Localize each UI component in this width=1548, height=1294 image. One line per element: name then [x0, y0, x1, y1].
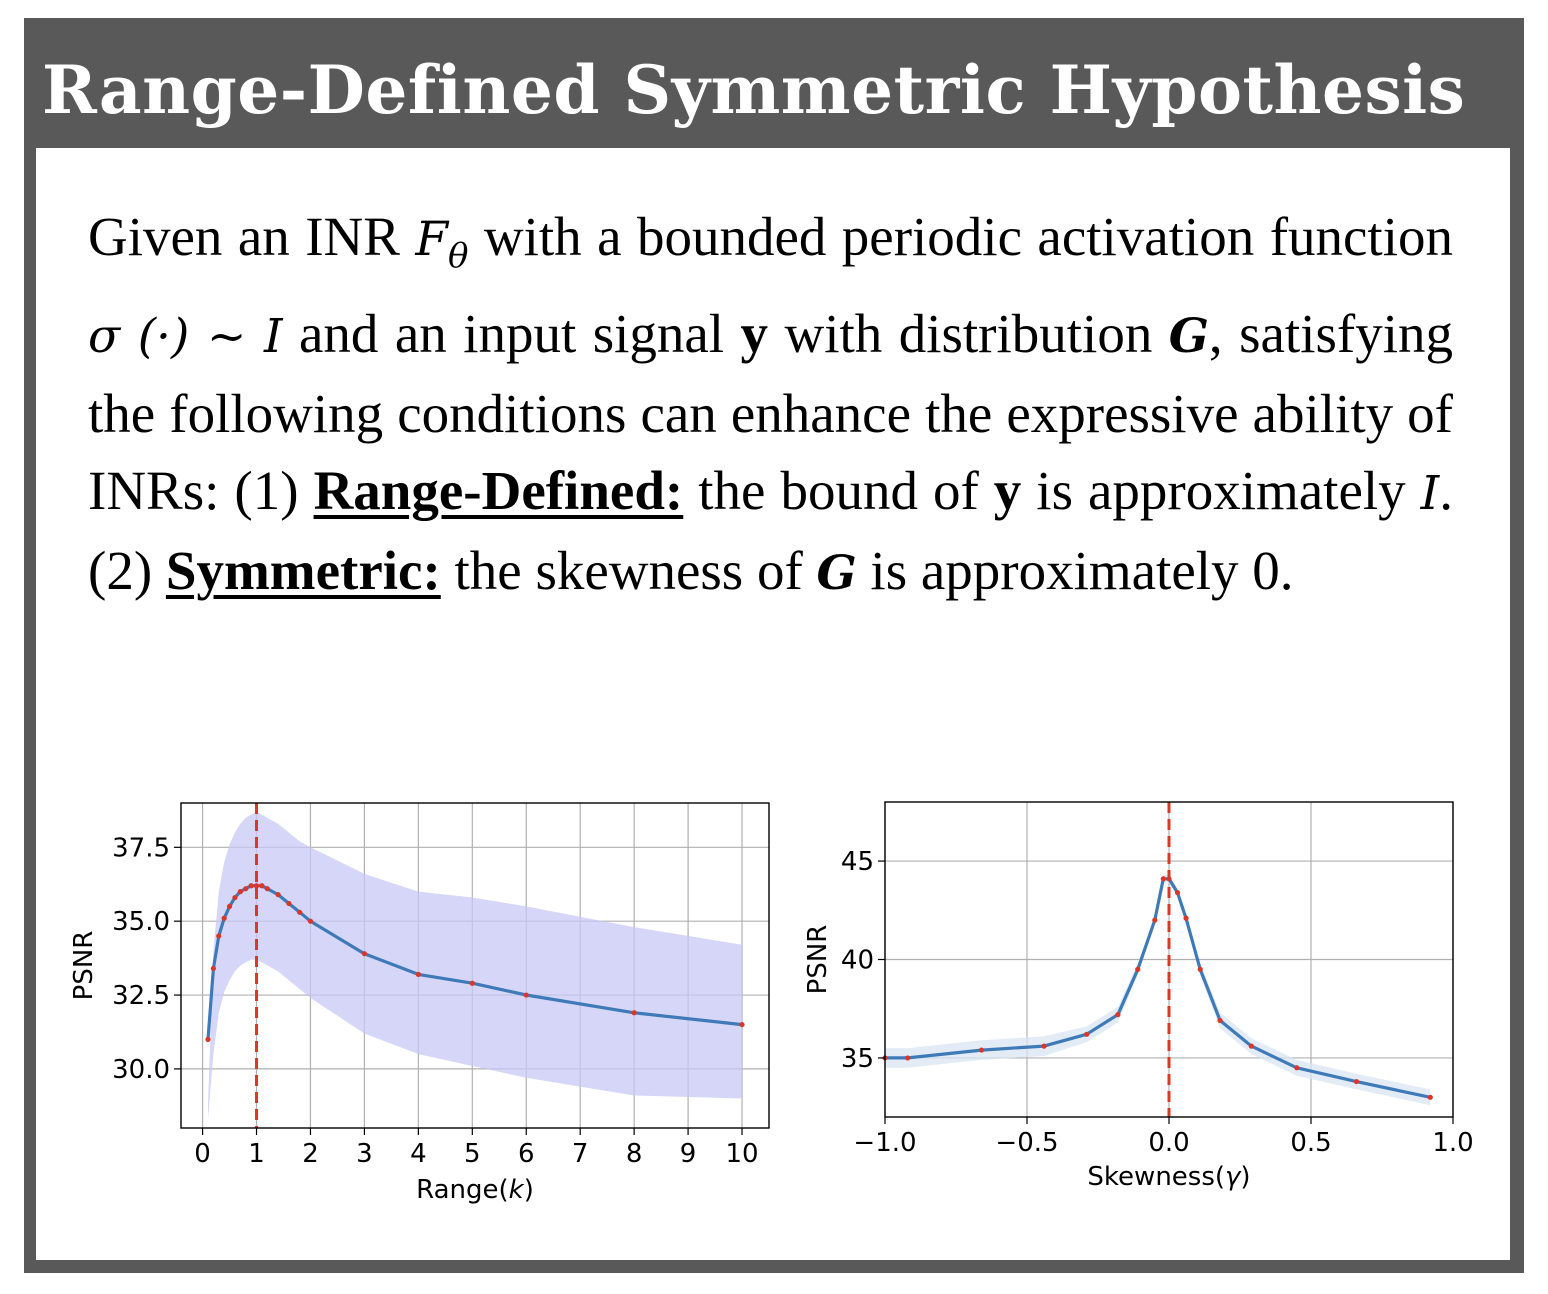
data-point: [297, 909, 303, 915]
x-tick-label: 4: [410, 1139, 427, 1169]
data-point: [259, 883, 265, 889]
data-point: [978, 1047, 985, 1053]
x-tick-label: 5: [464, 1139, 481, 1169]
data-point: [307, 918, 314, 924]
y-axis-label: PSNR: [69, 931, 99, 1001]
y-axis-label: PSNR: [803, 925, 833, 995]
x-tick-label: 8: [626, 1139, 643, 1169]
text-segment: Given an INR: [88, 206, 416, 267]
data-point: [1084, 1031, 1090, 1037]
data-point: [523, 992, 529, 998]
page-title: Range-Defined Symmetric Hypothesis: [42, 51, 1466, 129]
text-segment: , satisfying the following conditions ca…: [88, 303, 1453, 521]
x-tick-label: 0.0: [1148, 1128, 1189, 1158]
data-point: [264, 886, 270, 892]
content-panel: Given an INR Fθ with a bounded periodic …: [36, 148, 1510, 1260]
text-segment: is approximately 0.: [856, 540, 1294, 601]
data-point: [205, 1036, 211, 1042]
x-tick-label: 1: [248, 1139, 265, 1169]
y-tick-label: 40: [841, 946, 874, 976]
data-point: [1427, 1094, 1433, 1100]
axes-frame: [180, 802, 770, 1129]
data-point: [1174, 889, 1181, 896]
y-tick-label: 45: [841, 847, 874, 877]
data-point: [1041, 1043, 1047, 1049]
x-tick-label: 7: [572, 1139, 589, 1169]
x-axis-label: Range(k): [416, 1175, 534, 1205]
math-g: G: [816, 546, 857, 601]
x-tick-label: 9: [680, 1139, 697, 1169]
symmetric-label: Symmetric:: [165, 540, 441, 601]
data-point: [1197, 966, 1203, 972]
bold-y: y: [993, 460, 1022, 521]
data-point: [210, 965, 216, 972]
data-point: [248, 883, 254, 889]
x-axis-label: Skewness(γ): [1087, 1162, 1250, 1192]
confidence-band: [208, 811, 742, 1120]
x-tick-label: −0.5: [995, 1128, 1058, 1158]
x-tick-label: 0.5: [1290, 1128, 1331, 1158]
data-point: [361, 951, 368, 957]
y-tick-label: 30.0: [112, 1055, 170, 1085]
data-point: [905, 1055, 911, 1061]
x-tick-label: 6: [518, 1139, 535, 1169]
data-point: [275, 891, 281, 898]
text-segment: the skewness of: [440, 540, 817, 601]
data-point: [1217, 1017, 1223, 1024]
text-segment: and an input signal: [282, 303, 741, 364]
y-tick-label: 37.5: [112, 833, 170, 863]
math-theta: θ: [447, 236, 469, 276]
data-point: [1183, 915, 1189, 921]
text-segment: with distribution: [768, 303, 1169, 364]
x-tick-label: 1.0: [1432, 1128, 1473, 1158]
x-tick-label: 2: [302, 1139, 319, 1169]
data-point: [739, 1021, 745, 1028]
data-point: [237, 889, 243, 895]
data-point: [243, 886, 249, 892]
data-point: [1294, 1065, 1300, 1071]
math-i: I: [1420, 466, 1440, 521]
text-segment: . (2): [88, 460, 1453, 601]
psnr-line: [885, 877, 1431, 1099]
data-point: [631, 1010, 637, 1016]
range-defined-label: Range-Defined:: [313, 460, 684, 521]
y-tick-label: 35: [841, 1044, 874, 1074]
data-point: [216, 933, 222, 939]
x-tick-label: 3: [356, 1139, 373, 1169]
data-point: [415, 971, 421, 977]
data-point: [1160, 876, 1166, 882]
text-segment: with a bounded periodic activation funct…: [468, 206, 1453, 267]
data-point: [469, 980, 475, 986]
data-point: [232, 894, 238, 901]
x-tick-label: −1.0: [853, 1128, 916, 1158]
math-g: G: [1168, 309, 1209, 364]
math-f: F: [415, 212, 448, 267]
hypothesis-text: Given an INR Fθ with a bounded periodic …: [88, 198, 1453, 612]
data-point: [1152, 917, 1158, 923]
x-tick-label: 0: [194, 1139, 211, 1169]
data-point: [253, 883, 260, 889]
math-sigma: σ (·) ~ I: [88, 309, 283, 364]
data-point: [1248, 1043, 1254, 1049]
data-point: [221, 915, 227, 921]
data-point: [286, 900, 292, 907]
text-segment: is approximately: [1021, 460, 1421, 521]
text-segment: the bound of: [683, 460, 994, 521]
data-point: [1115, 1012, 1121, 1018]
x-tick-label: 10: [725, 1139, 758, 1169]
psnr-line: [206, 884, 743, 1040]
data-point: [1353, 1078, 1360, 1085]
y-tick-label: 35.0: [112, 907, 170, 937]
data-point: [1135, 966, 1141, 972]
bold-y: y: [740, 303, 769, 364]
data-point: [226, 903, 233, 910]
y-tick-label: 32.5: [112, 981, 170, 1011]
